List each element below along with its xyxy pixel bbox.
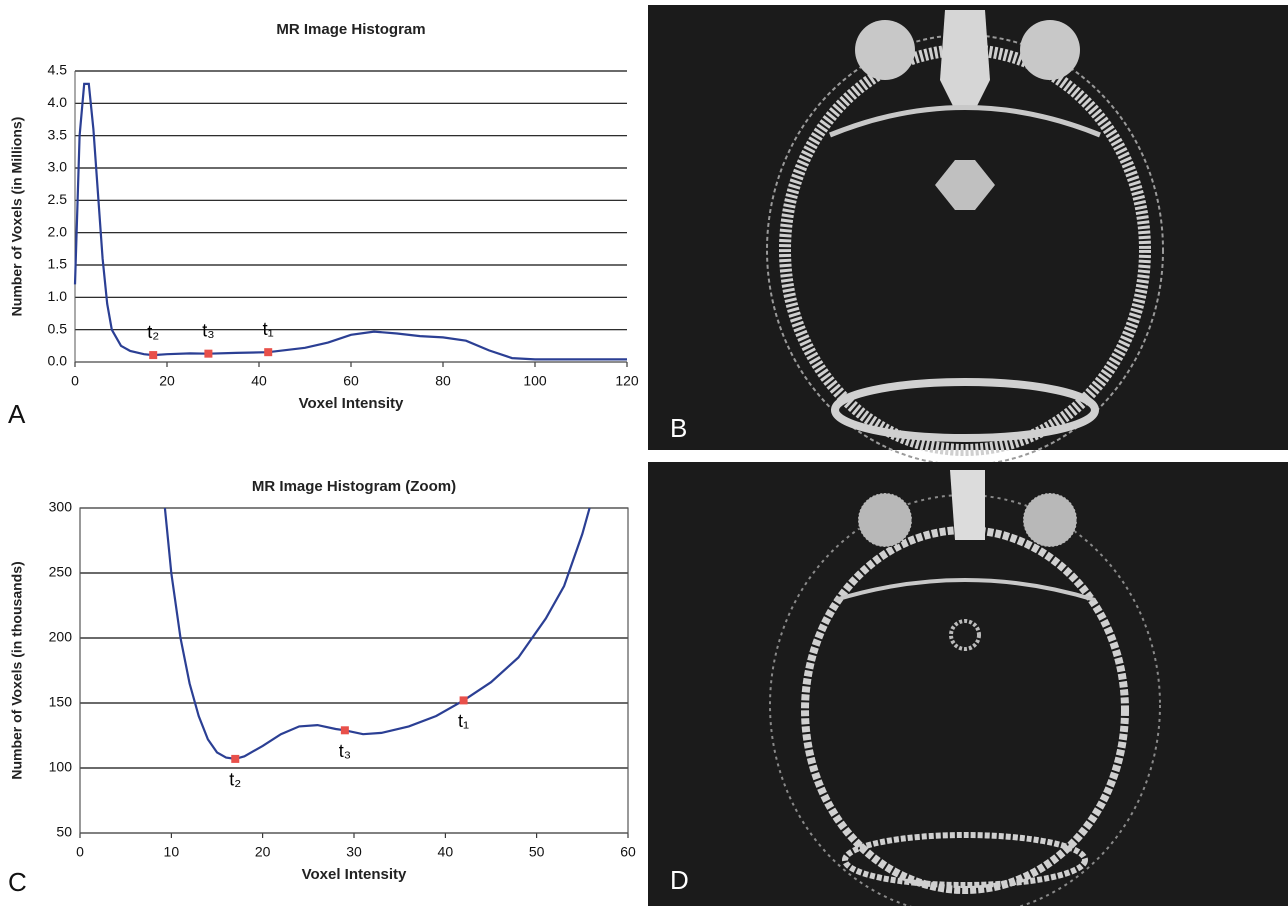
data-line — [163, 507, 591, 761]
x-axis-label: Voxel Intensity — [299, 395, 404, 412]
x-tick-label: 60 — [343, 373, 359, 389]
panel-label: D — [670, 865, 689, 895]
threshold-label: t₃ — [339, 741, 351, 761]
y-tick-label: 250 — [49, 564, 73, 580]
x-tick-label: 40 — [438, 844, 454, 860]
x-tick-label: 0 — [71, 373, 79, 389]
y-tick-label: 2.0 — [48, 223, 68, 239]
y-tick-label: 4.0 — [48, 94, 68, 110]
y-tick-label: 50 — [56, 824, 72, 840]
panel-label: B — [670, 413, 687, 443]
y-tick-label: 3.0 — [48, 159, 68, 175]
x-axis-label: Voxel Intensity — [302, 866, 407, 883]
y-tick-label: 3.5 — [48, 126, 68, 142]
x-tick-label: 80 — [435, 373, 451, 389]
x-tick-label: 10 — [164, 844, 180, 860]
y-tick-label: 0.5 — [48, 320, 68, 336]
y-tick-label: 100 — [49, 759, 73, 775]
x-tick-label: 60 — [620, 844, 636, 860]
threshold-marker — [149, 351, 158, 360]
y-tick-label: 4.5 — [48, 62, 68, 78]
x-tick-label: 0 — [76, 844, 84, 860]
threshold-marker — [340, 726, 349, 735]
y-tick-label: 300 — [49, 499, 73, 515]
threshold-marker — [204, 349, 213, 358]
threshold-marker — [459, 696, 468, 705]
x-tick-label: 120 — [615, 373, 639, 389]
y-tick-label: 200 — [49, 629, 73, 645]
mr-image-b — [648, 5, 1288, 466]
data-line — [73, 82, 627, 361]
x-tick-label: 100 — [523, 373, 547, 389]
mr-image-d — [648, 462, 1288, 906]
x-tick-label: 20 — [255, 844, 271, 860]
x-tick-label: 50 — [529, 844, 545, 860]
y-tick-label: 150 — [49, 694, 73, 710]
plot-border — [79, 507, 629, 834]
threshold-marker — [264, 348, 273, 357]
y-tick-label: 2.5 — [48, 191, 68, 207]
x-tick-label: 30 — [346, 844, 362, 860]
y-tick-label: 1.5 — [48, 256, 68, 272]
y-tick-label: 0.0 — [48, 353, 68, 369]
threshold-label: t₁ — [458, 711, 469, 731]
x-tick-label: 20 — [159, 373, 175, 389]
panel-label: A — [8, 399, 26, 429]
y-axis-label: Number of Voxels (in Millions) — [9, 117, 25, 317]
y-tick-label: 1.0 — [48, 288, 68, 304]
chart-title: MR Image Histogram (Zoom) — [252, 478, 456, 495]
threshold-marker — [231, 754, 240, 763]
threshold-label: t₂ — [229, 770, 241, 790]
x-tick-label: 40 — [251, 373, 267, 389]
threshold-label: t₂ — [147, 322, 159, 342]
threshold-label: t₁ — [263, 319, 274, 339]
panel-label: C — [8, 867, 27, 897]
y-axis-label: Number of Voxels (in thousands) — [9, 561, 25, 779]
chart-title: MR Image Histogram — [276, 21, 425, 38]
threshold-label: t₃ — [202, 320, 214, 340]
